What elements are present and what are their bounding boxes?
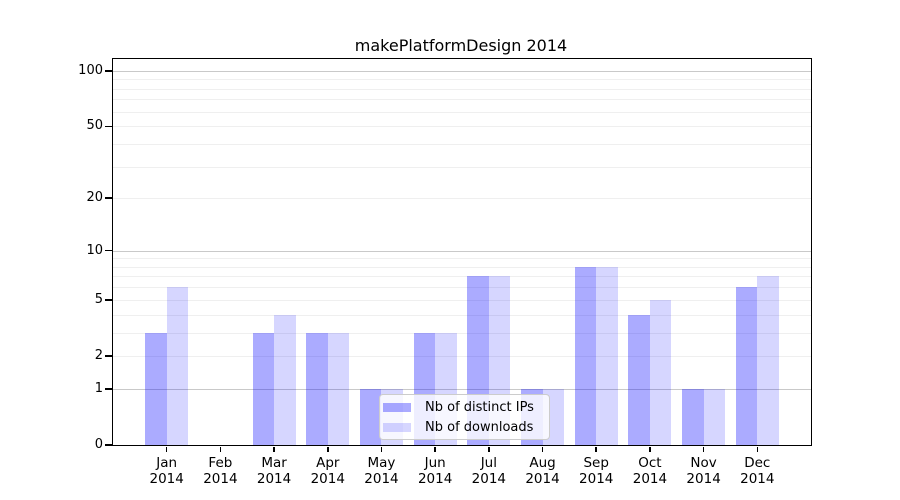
y-tick-label: 5	[94, 291, 103, 307]
major-gridline	[113, 388, 811, 390]
bar-ips-mar	[252, 332, 275, 445]
y-tick-label: 100	[78, 62, 103, 78]
y-tick-label: 20	[86, 190, 103, 206]
bar-downloads-mar	[274, 314, 296, 445]
x-axis-tick	[380, 446, 383, 452]
legend-row: Nb of downloads	[383, 419, 543, 435]
y-tick-label: 0	[94, 437, 103, 452]
x-axis-tick	[702, 446, 705, 452]
minor-gridline	[113, 287, 811, 289]
bar-ips-oct	[628, 314, 650, 445]
minor-gridline	[113, 99, 811, 101]
x-tick-label: Dec 2014	[740, 455, 775, 487]
x-axis-tick	[273, 446, 275, 452]
bar-ips-sep	[574, 266, 597, 445]
y-tick-label: 50	[86, 118, 103, 134]
bar-downloads-apr	[327, 332, 350, 445]
minor-gridline	[113, 276, 811, 278]
minor-gridline	[113, 314, 811, 316]
y-axis-tick	[104, 125, 112, 128]
x-axis-tick	[756, 446, 759, 452]
y-axis-tick	[104, 388, 112, 390]
x-axis-tick	[165, 446, 168, 452]
y-axis-tick	[104, 197, 112, 199]
y-tick-label: 1	[94, 380, 103, 396]
y-axis-tick	[104, 70, 112, 72]
minor-gridline	[113, 88, 811, 90]
x-tick-label: Aug 2014	[525, 455, 560, 487]
minor-gridline	[113, 79, 811, 81]
bar-ips-apr	[306, 332, 328, 445]
legend-label-distinct-ips: Nb of distinct IPs	[425, 399, 534, 415]
x-axis-tick	[327, 446, 329, 452]
y-axis-tick	[104, 444, 112, 446]
minor-gridline	[113, 355, 811, 357]
bar-ips-dec	[735, 287, 758, 445]
minor-gridline	[113, 198, 811, 200]
x-tick-label: Mar 2014	[256, 455, 292, 487]
legend-label-downloads: Nb of downloads	[425, 419, 534, 435]
x-axis-tick	[649, 446, 651, 452]
chart-title: makePlatformDesign 2014	[354, 36, 568, 55]
minor-gridline	[113, 332, 811, 334]
bar-downloads-nov	[703, 388, 726, 445]
bar-ips-nov	[682, 388, 704, 445]
bar-ips-may	[359, 388, 382, 445]
x-axis-tick	[541, 446, 544, 452]
plot-area: Nb of distinct IPs Nb of downloads 0 1 2 5 1…	[78, 58, 812, 487]
minor-gridline	[113, 166, 811, 168]
legend-row: Nb of distinct IPs	[383, 399, 543, 415]
y-axis-tick	[104, 355, 112, 357]
minor-gridline	[113, 266, 811, 268]
x-tick-label: Jun 2014	[417, 455, 453, 487]
minor-gridline	[113, 111, 811, 113]
legend-swatch-distinct-ips	[383, 402, 411, 412]
y-tick-label: 10	[86, 242, 103, 258]
x-axis-tick	[488, 446, 490, 452]
x-tick-label: Apr 2014	[310, 455, 345, 487]
minor-gridline	[113, 299, 811, 301]
x-tick-label: Jul 2014	[471, 455, 507, 487]
legend-swatch-downloads	[383, 422, 411, 432]
legend: Nb of distinct IPs Nb of downloads	[379, 394, 550, 440]
minor-gridline	[113, 126, 811, 128]
x-tick-label: Feb 2014	[203, 455, 238, 487]
x-axis-tick	[595, 446, 597, 452]
bar-ips-jan	[145, 332, 167, 445]
minor-gridline	[113, 143, 811, 145]
bar-downloads-sep	[596, 266, 618, 445]
major-gridline	[113, 250, 811, 252]
major-gridline	[113, 70, 811, 72]
y-axis-tick	[104, 249, 112, 252]
bar-downloads-oct	[649, 299, 672, 445]
minor-gridline	[113, 258, 811, 260]
x-tick-label: May 2014	[364, 455, 399, 487]
bar-downloads-dec	[757, 276, 779, 445]
bar-downloads-jan	[166, 287, 189, 445]
y-axis-tick	[104, 299, 112, 301]
x-axis-tick	[434, 446, 436, 452]
y-tick-label: 2	[94, 347, 103, 363]
x-axis-tick	[219, 446, 222, 452]
x-tick-label: Nov 2014	[686, 455, 721, 487]
x-tick-label: Oct 2014	[632, 455, 668, 487]
x-tick-label: Sep 2014	[579, 455, 614, 487]
x-tick-label: Jan 2014	[149, 455, 184, 487]
